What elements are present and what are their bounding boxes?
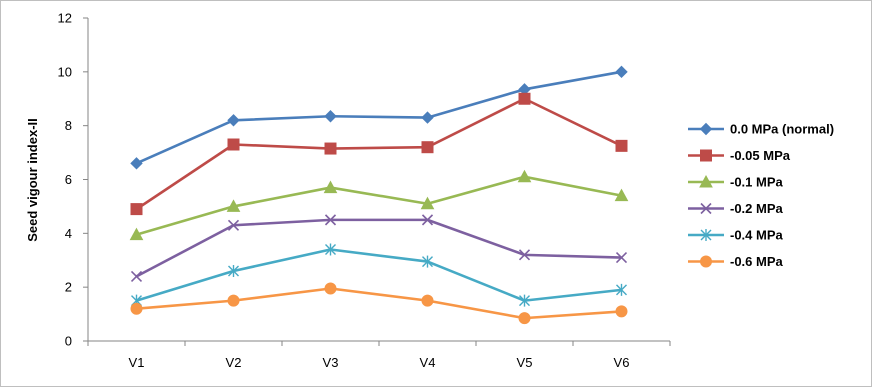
data-point: [227, 219, 240, 231]
legend: 0.0 MPa (normal) -0.05 MPa -0.1 MPa -0.2 MP…: [688, 122, 834, 269]
series-1: [130, 65, 628, 170]
data-point: [615, 305, 628, 318]
x-tick-label: V1: [129, 355, 145, 370]
data-point: [616, 283, 627, 296]
series-line: [136, 287, 622, 320]
legend-item: -0.4 MPa: [688, 228, 784, 243]
x-tick-label: V6: [614, 355, 630, 370]
legend-marker: [699, 122, 713, 136]
series-line: [135, 218, 622, 278]
data-point: [518, 92, 531, 105]
y-axis-title: Seed vigour index-II: [25, 118, 40, 242]
legend-item: 0.0 MPa (normal): [688, 122, 834, 137]
series-3: [129, 169, 629, 241]
legend-marker: [700, 229, 712, 241]
series-line: [135, 70, 622, 165]
data-point: [130, 157, 143, 170]
marker-stroke: [615, 251, 628, 264]
data-point: [518, 312, 531, 325]
y-tick-label: 6: [65, 172, 72, 187]
data-point: [518, 249, 531, 261]
x-axis: V1 V2 V3 V4 V5 V6: [87, 341, 671, 370]
x-tick-label: V5: [517, 355, 533, 370]
legend-marker: [700, 202, 712, 215]
data-point: [421, 294, 434, 307]
series-6: [130, 282, 628, 325]
data-point: [129, 227, 144, 241]
marker-stroke: [130, 270, 143, 282]
y-axis: 0 2 4 6 8 10 12: [58, 11, 88, 349]
y-tick-label: 8: [65, 118, 72, 133]
data-point: [615, 251, 628, 264]
legend-item: -0.6 MPa: [688, 254, 784, 269]
data-point: [325, 243, 336, 256]
y-tick-label: 12: [58, 11, 72, 26]
legend-label: -0.1 MPa: [730, 175, 784, 190]
marker-stroke: [324, 214, 337, 226]
data-point: [130, 203, 143, 216]
data-point: [421, 141, 434, 154]
data-point: [615, 139, 628, 152]
y-tick-label: 4: [65, 226, 72, 241]
marker-stroke: [700, 202, 712, 215]
data-point: [421, 214, 434, 226]
legend-label: 0.0 MPa (normal): [730, 122, 834, 137]
y-tick-label: 10: [58, 64, 72, 79]
data-point: [227, 114, 240, 127]
data-point: [324, 110, 337, 123]
data-point: [421, 111, 434, 124]
data-point: [323, 180, 338, 194]
data-point: [227, 138, 240, 151]
legend-item: -0.05 MPa: [688, 148, 791, 163]
data-point: [614, 188, 629, 202]
legend-item: -0.1 MPa: [688, 175, 784, 190]
data-point: [130, 302, 143, 315]
legend-label: -0.05 MPa: [730, 148, 791, 163]
data-point: [615, 65, 628, 79]
legend-label: -0.2 MPa: [730, 201, 784, 216]
x-tick-label: V4: [420, 355, 436, 370]
data-point: [519, 294, 530, 307]
legend-marker: [700, 149, 712, 162]
y-tick-label: 0: [65, 334, 72, 349]
data-point: [422, 255, 433, 268]
marker-stroke: [518, 249, 531, 261]
legend-label: -0.6 MPa: [730, 254, 784, 269]
series-4: [130, 214, 628, 282]
data-point: [130, 270, 143, 282]
y-tick-label: 2: [65, 280, 72, 295]
legend-marker: [699, 174, 713, 188]
data-point: [420, 196, 435, 210]
series-line: [136, 175, 622, 236]
legend-item: -0.2 MPa: [688, 201, 784, 216]
series-line: [135, 97, 623, 211]
series-2: [130, 92, 628, 216]
legend-marker: [700, 255, 712, 268]
series-5: [131, 243, 627, 307]
legend-label: -0.4 MPa: [730, 228, 784, 243]
data-point: [324, 142, 337, 155]
data-point: [324, 282, 337, 295]
data-point: [228, 265, 239, 278]
series-line: [136, 248, 622, 302]
data-point: [226, 199, 241, 212]
data-point: [227, 294, 240, 307]
series-layer: [129, 65, 629, 325]
marker-stroke: [421, 214, 434, 226]
x-tick-label: V2: [226, 355, 242, 370]
data-point: [324, 214, 337, 226]
marker-stroke: [227, 219, 240, 231]
data-point: [517, 169, 532, 183]
x-tick-label: V3: [323, 355, 339, 370]
